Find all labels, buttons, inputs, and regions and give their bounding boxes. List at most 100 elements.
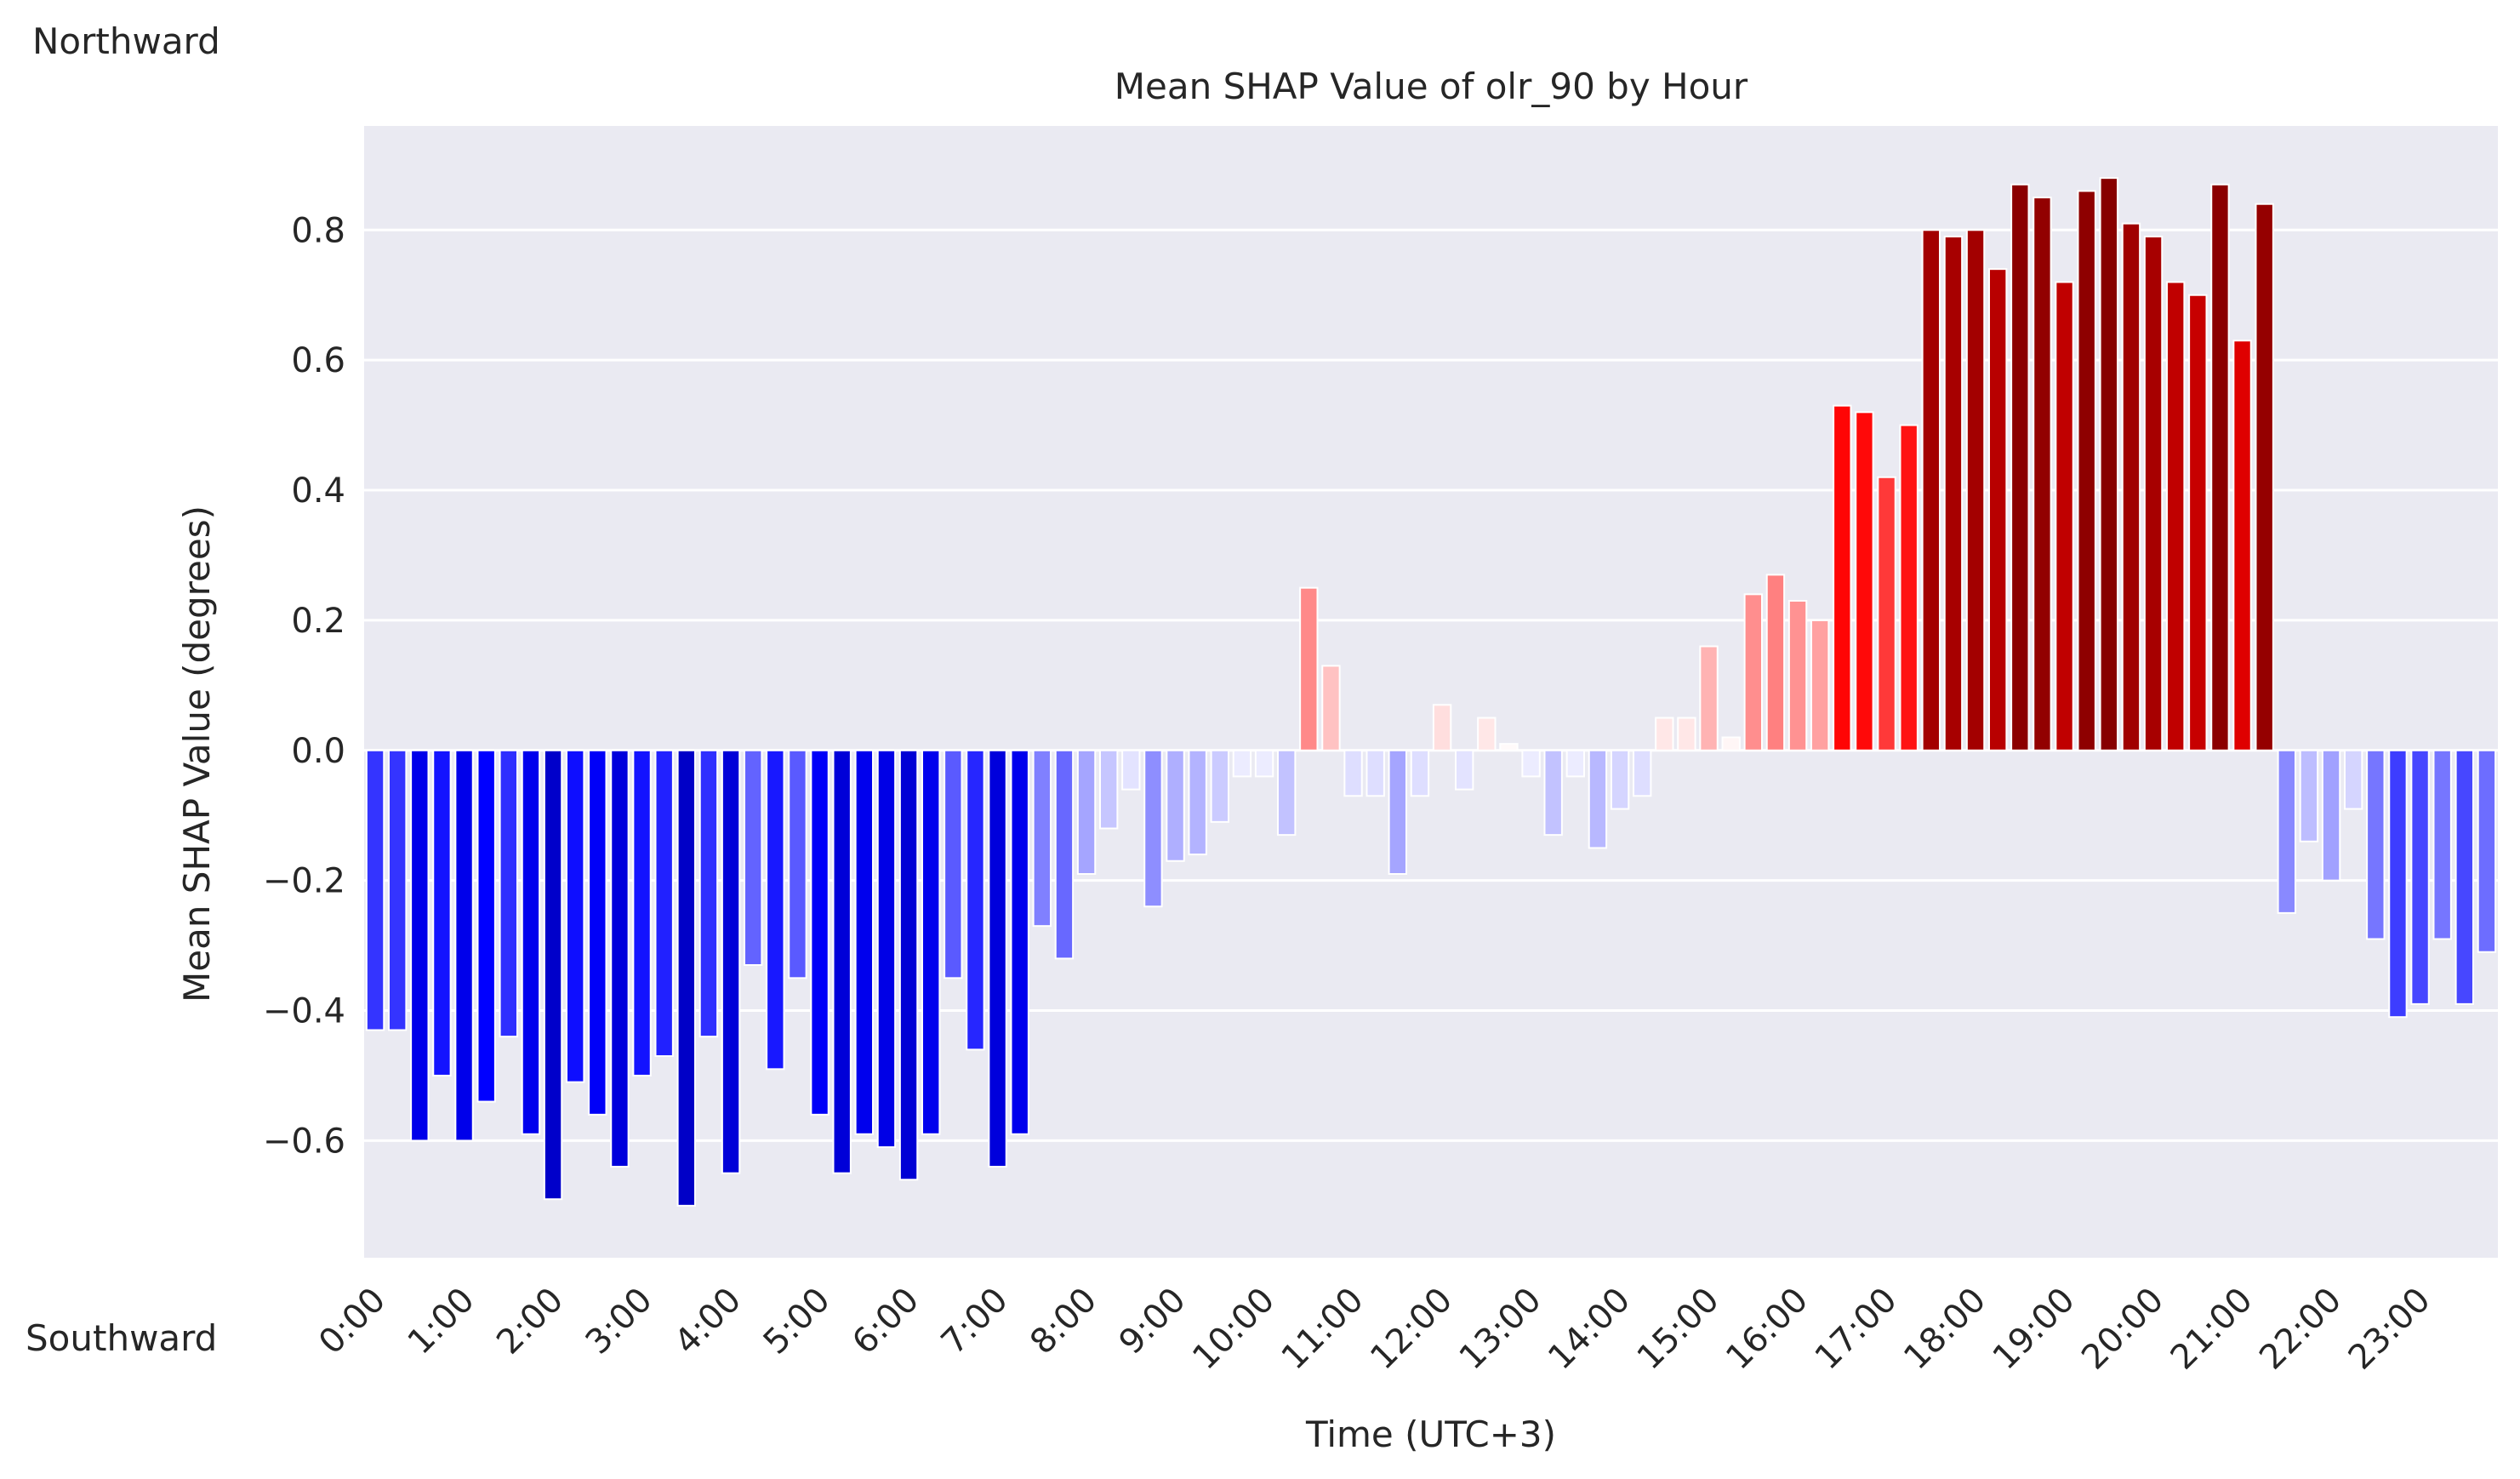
- bar: [1188, 749, 1207, 856]
- bar: [1054, 749, 1075, 960]
- bar: [1521, 749, 1541, 778]
- bar: [1633, 749, 1652, 797]
- x-tick-label: 10:00: [1185, 1281, 1282, 1378]
- bar: [1499, 743, 1519, 751]
- bar: [1565, 749, 1585, 778]
- bar: [788, 749, 807, 979]
- bar: [1143, 749, 1163, 908]
- bar: [944, 749, 963, 979]
- y-tick-label: −0.2: [263, 862, 345, 901]
- bar: [2255, 203, 2274, 751]
- x-axis-label: Time (UTC+3): [1305, 1413, 1556, 1455]
- x-tick-label: 1:00: [401, 1281, 482, 1362]
- bar: [2055, 281, 2074, 751]
- bar: [1855, 411, 1874, 751]
- bar: [1232, 749, 1252, 778]
- bar: [1787, 599, 1808, 751]
- bar: [388, 749, 408, 1031]
- x-tick-label: 22:00: [2252, 1281, 2349, 1378]
- x-tick-label: 21:00: [2164, 1281, 2261, 1378]
- bar: [676, 749, 696, 1207]
- bar: [1032, 749, 1052, 928]
- bar: [1343, 749, 1363, 797]
- bar: [854, 749, 874, 1135]
- bar: [1076, 749, 1097, 876]
- x-tick-label: 4:00: [667, 1281, 749, 1362]
- bar: [1588, 749, 1608, 849]
- bar: [543, 749, 563, 1201]
- bar: [432, 749, 452, 1076]
- chart-title: Mean SHAP Value of olr_90 by Hour: [1115, 66, 1748, 107]
- bar: [1877, 476, 1896, 751]
- bar: [766, 749, 785, 1071]
- bar: [2121, 222, 2141, 751]
- bar: [410, 749, 430, 1142]
- bar: [2454, 749, 2475, 1005]
- bar: [1655, 717, 1674, 751]
- bar: [1543, 749, 1563, 837]
- y-tick-label: 0.0: [291, 732, 345, 771]
- y-tick-label: 0.4: [291, 471, 345, 511]
- bar: [1965, 229, 1986, 751]
- bar: [1988, 268, 2008, 751]
- bar: [1743, 593, 1764, 751]
- bar: [1365, 749, 1385, 797]
- bar: [1455, 749, 1474, 791]
- bar: [1943, 235, 1964, 751]
- northward-label: Northward: [32, 20, 220, 62]
- y-tick-label: −0.4: [263, 992, 345, 1031]
- x-tick-label: 13:00: [1452, 1281, 1549, 1378]
- bar: [2299, 749, 2319, 842]
- x-tick-label: 15:00: [1630, 1281, 1727, 1378]
- x-tick-label: 3:00: [579, 1281, 660, 1362]
- x-tick-label: 6:00: [845, 1281, 926, 1362]
- bar: [2410, 749, 2430, 1005]
- x-tick-label: 5:00: [756, 1281, 838, 1362]
- bar: [1121, 749, 1141, 791]
- bar: [1610, 749, 1630, 810]
- bar: [1210, 749, 1229, 823]
- bar: [721, 749, 741, 1174]
- gridlines: [364, 228, 2498, 1142]
- x-tick-label: 20:00: [2074, 1281, 2171, 1378]
- bar: [566, 749, 585, 1083]
- x-tick-label: 12:00: [1363, 1281, 1460, 1378]
- bar: [2033, 197, 2052, 751]
- bar: [1921, 229, 1941, 751]
- bar: [2477, 749, 2497, 953]
- bar: [365, 749, 385, 1031]
- bar: [454, 749, 474, 1142]
- bar: [1166, 749, 1185, 862]
- x-tick-label: 18:00: [1896, 1281, 1993, 1378]
- bar: [1388, 749, 1407, 876]
- x-tick-label: 19:00: [1986, 1281, 2083, 1378]
- bar: [876, 749, 897, 1149]
- bar: [521, 749, 541, 1135]
- x-tick-label: 23:00: [2341, 1281, 2438, 1378]
- x-tick-label: 11:00: [1274, 1281, 1371, 1378]
- bar: [921, 749, 941, 1135]
- bar: [2166, 281, 2186, 751]
- x-tick-label: 9:00: [1112, 1281, 1194, 1362]
- bar: [588, 749, 607, 1116]
- bar: [1410, 749, 1430, 797]
- bar: [832, 749, 852, 1174]
- bar: [632, 749, 652, 1076]
- bar: [2010, 183, 2030, 751]
- bar: [1254, 749, 1274, 778]
- bar: [1833, 404, 1852, 751]
- y-tick-label: 0.6: [291, 341, 345, 380]
- southward-label: Southward: [26, 1317, 218, 1359]
- x-tick-label: 8:00: [1023, 1281, 1104, 1362]
- y-tick-label: 0.8: [291, 211, 345, 250]
- bar: [810, 749, 830, 1116]
- bar: [2077, 190, 2096, 751]
- bar: [1899, 424, 1919, 751]
- bar: [1099, 749, 1119, 830]
- bar: [2277, 749, 2297, 914]
- bar: [1277, 749, 1297, 837]
- plot-area: [364, 126, 2498, 1258]
- x-tick-label: 16:00: [1719, 1281, 1816, 1378]
- bar: [2344, 749, 2363, 810]
